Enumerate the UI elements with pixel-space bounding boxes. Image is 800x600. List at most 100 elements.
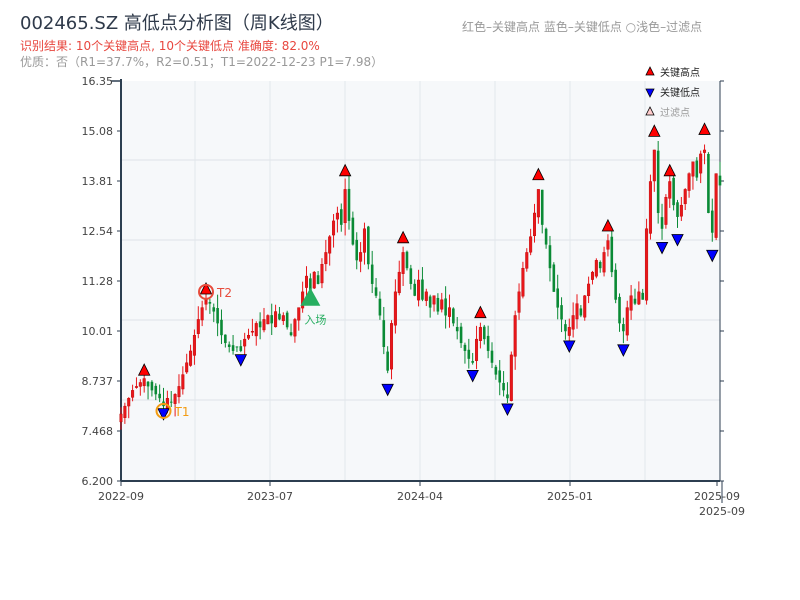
color-hint: 红色–关键高点 蓝色–关键低点 ○浅色–过滤点 <box>462 20 703 34</box>
candle-body <box>235 346 239 348</box>
x-tick-label: 2025-09 <box>699 505 745 518</box>
legend-label: 关键高点 <box>660 66 700 79</box>
candle-body <box>293 319 297 337</box>
candle-body <box>622 324 625 332</box>
candle-body <box>270 315 274 324</box>
candle-body <box>123 405 127 418</box>
candle-body <box>378 298 382 316</box>
candle-body <box>444 298 447 316</box>
candle-body <box>146 381 150 387</box>
y-tick-label: 10.01 <box>82 325 114 338</box>
candle-body <box>641 292 645 300</box>
candle-body <box>362 228 366 253</box>
candle-body <box>695 160 699 178</box>
candle-body <box>618 296 621 324</box>
candle-body <box>227 344 231 348</box>
candle-body <box>359 252 363 262</box>
candle-body <box>486 335 490 351</box>
candle-body <box>328 236 332 254</box>
candle-body <box>598 261 602 269</box>
candle-body <box>490 350 494 363</box>
key-high-marker <box>601 218 615 232</box>
candle-body <box>668 181 672 199</box>
candle-body <box>142 378 146 387</box>
candle-body <box>606 240 610 250</box>
candle-body <box>459 326 463 344</box>
candle-body <box>289 332 293 336</box>
candle-body <box>567 327 571 336</box>
candle-body <box>575 303 579 320</box>
candle-body <box>285 312 289 328</box>
candle-body <box>707 153 710 214</box>
candle-body <box>150 381 154 391</box>
candle-body <box>386 351 389 371</box>
candle-body <box>196 319 200 334</box>
candle-body <box>324 252 328 265</box>
candle-body <box>614 269 617 300</box>
candle-body <box>629 295 633 311</box>
candle-body <box>498 370 502 383</box>
y-tick-label: 8.737 <box>82 375 114 388</box>
candle-body <box>339 209 343 225</box>
candle-body <box>189 350 193 366</box>
y-tick-label: 15.08 <box>82 125 114 138</box>
candle-body <box>192 334 196 356</box>
y-tick-label: 6.200 <box>82 475 114 488</box>
candle-body <box>652 149 656 182</box>
key-low-marker <box>381 383 394 397</box>
key-high-marker <box>396 230 410 244</box>
candle-body <box>309 278 312 292</box>
candle-body <box>417 279 421 301</box>
quality-summary: 优质：否（R1=37.7%，R2=0.51；T1=2022-12-23 P1=7… <box>20 55 384 69</box>
candle-body <box>312 271 316 289</box>
candle-body <box>185 362 189 373</box>
candle-body <box>664 197 668 225</box>
candle-body <box>648 181 652 234</box>
candle-body <box>278 313 281 320</box>
candle-body <box>637 291 641 305</box>
candle-body <box>552 264 556 292</box>
y-tick-label: 12.54 <box>82 225 114 238</box>
candle-body <box>587 283 591 297</box>
candle-body <box>134 386 138 388</box>
x-tick-label: 2022-09 <box>98 490 144 503</box>
key-high-marker <box>338 163 352 177</box>
candle-body <box>220 319 223 336</box>
x-tick-label: 2025-01 <box>547 490 593 503</box>
candle-body <box>506 394 509 399</box>
candle-body <box>691 161 695 177</box>
legend-label: 关键低点 <box>660 86 700 99</box>
candle-body <box>679 204 683 217</box>
candle-body <box>297 307 301 321</box>
candle-body <box>397 271 401 294</box>
key-low-marker <box>706 249 719 263</box>
candle-body <box>432 295 436 305</box>
candle-body <box>478 327 482 341</box>
key-high-marker <box>199 281 213 295</box>
candle-body <box>718 175 722 186</box>
candle-body <box>131 390 135 398</box>
entry-label: 入场 <box>304 313 326 327</box>
candle-body <box>517 291 521 313</box>
candle-body <box>703 149 707 153</box>
candle-body <box>529 236 533 253</box>
key-low-marker <box>655 241 669 255</box>
candle-body <box>455 326 459 332</box>
candle-body <box>571 315 575 330</box>
y-tick-label: 11.28 <box>82 275 114 288</box>
candle-body <box>367 226 370 265</box>
candle-body <box>401 252 405 274</box>
candle-body <box>513 315 517 357</box>
candle-body <box>200 307 204 321</box>
candle-body <box>393 291 397 326</box>
candle-body <box>424 291 428 301</box>
candle-body <box>413 283 417 296</box>
candle-body <box>428 296 432 308</box>
candle-body <box>332 220 336 236</box>
legend-marker <box>645 66 655 76</box>
candle-body <box>494 366 498 375</box>
candle-body <box>181 374 185 390</box>
key-low-marker <box>501 403 514 417</box>
candle-body <box>351 217 355 245</box>
